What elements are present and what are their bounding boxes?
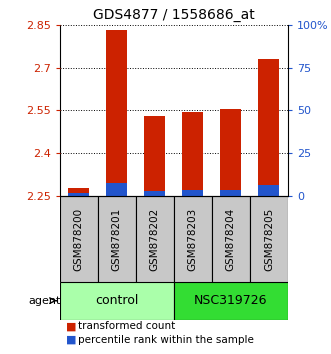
Bar — [259, 59, 279, 196]
Text: ■: ■ — [67, 335, 77, 345]
Title: GDS4877 / 1558686_at: GDS4877 / 1558686_at — [93, 8, 255, 22]
Text: percentile rank within the sample: percentile rank within the sample — [78, 335, 254, 345]
Bar — [182, 190, 203, 196]
Bar — [106, 183, 127, 196]
Text: transformed count: transformed count — [78, 321, 175, 331]
Bar — [106, 30, 127, 196]
Bar — [60, 196, 98, 282]
Bar — [182, 112, 203, 196]
Bar — [259, 185, 279, 196]
Text: NSC319726: NSC319726 — [194, 294, 268, 307]
Bar — [250, 196, 288, 282]
Bar — [174, 196, 212, 282]
Text: GSM878203: GSM878203 — [188, 207, 198, 270]
Bar — [220, 190, 241, 196]
Bar — [144, 116, 165, 196]
Bar — [144, 191, 165, 196]
Text: GSM878201: GSM878201 — [112, 207, 122, 270]
Text: GSM878205: GSM878205 — [264, 207, 274, 270]
Bar — [68, 193, 89, 196]
Bar — [136, 196, 174, 282]
Bar — [174, 282, 288, 320]
Text: GSM878204: GSM878204 — [226, 207, 236, 270]
Bar — [220, 109, 241, 196]
Text: agent: agent — [28, 296, 60, 306]
Bar — [60, 282, 174, 320]
Text: control: control — [95, 294, 138, 307]
Bar — [68, 188, 89, 196]
Bar — [212, 196, 250, 282]
Text: GSM878200: GSM878200 — [73, 207, 84, 270]
Text: ■: ■ — [67, 321, 77, 331]
Text: GSM878202: GSM878202 — [150, 207, 160, 270]
Bar — [98, 196, 136, 282]
